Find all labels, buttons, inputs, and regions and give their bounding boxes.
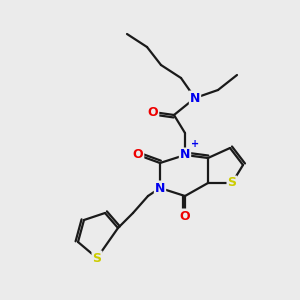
Text: N: N <box>180 148 190 161</box>
Text: O: O <box>180 209 190 223</box>
Text: O: O <box>133 148 143 161</box>
Text: O: O <box>148 106 158 118</box>
Text: N: N <box>155 182 165 194</box>
Text: +: + <box>191 139 199 149</box>
Text: S: S <box>92 251 101 265</box>
Text: N: N <box>190 92 200 104</box>
Text: S: S <box>227 176 236 190</box>
